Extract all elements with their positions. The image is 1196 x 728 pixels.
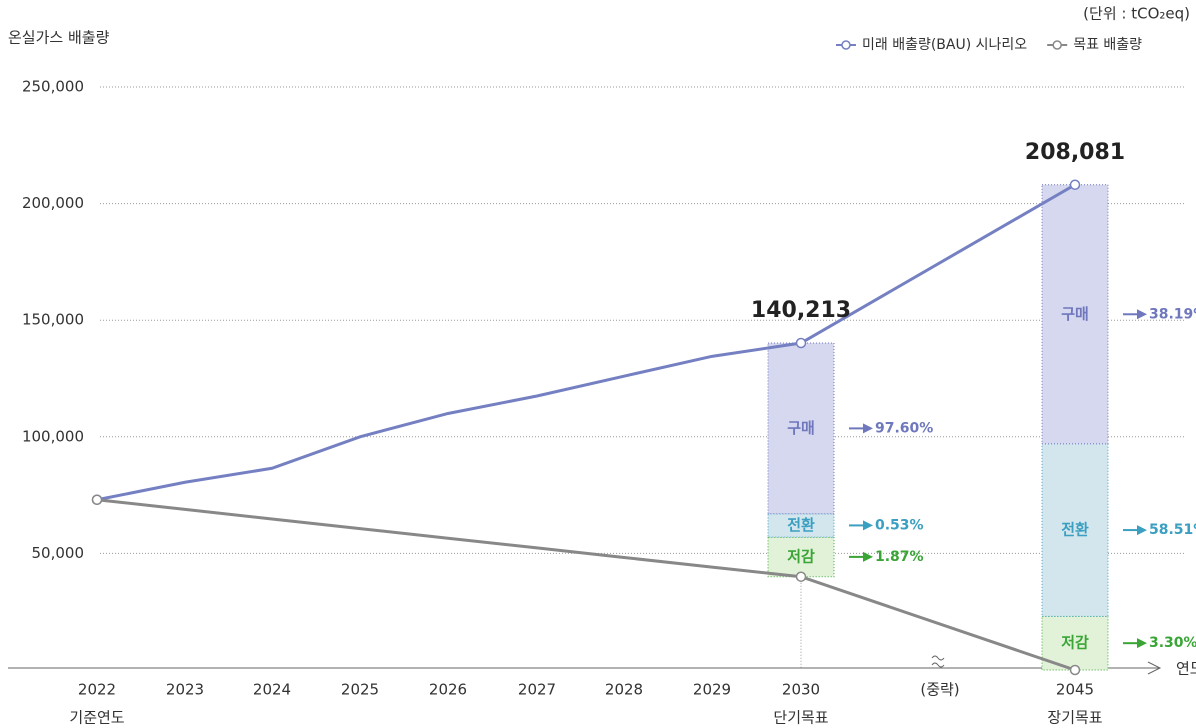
segment-share: 1.87%	[875, 549, 924, 565]
series-marker	[795, 337, 807, 349]
segment-arrowhead	[1137, 525, 1147, 536]
legend-label: 목표 배출량	[1073, 37, 1142, 53]
x-tick-label: 2028	[605, 681, 643, 699]
segment-name: 저감	[787, 547, 815, 565]
segment-share: 58.51%	[1149, 522, 1196, 538]
segment-arrowhead	[863, 551, 873, 562]
series-marker	[91, 494, 103, 506]
stack-segment	[767, 342, 835, 515]
stack-segment	[1041, 443, 1109, 617]
x-tick-label: 2045	[1056, 681, 1094, 699]
unit-note: (단위 : tCO₂eq)	[1083, 5, 1190, 23]
break-mark	[931, 655, 945, 668]
segment-name: 전환	[787, 516, 815, 534]
series-marker	[1069, 664, 1081, 676]
value-label: 140,213	[751, 298, 851, 323]
series-marker	[1069, 179, 1081, 191]
y-tick-label: 250,000	[22, 78, 84, 96]
series-line	[96, 498, 1076, 672]
series-marker	[795, 571, 807, 582]
y-tick-label: 50,000	[32, 544, 85, 562]
segment-arrowhead	[1137, 638, 1147, 649]
series-line	[96, 183, 1076, 502]
segment-arrowhead	[1137, 309, 1147, 320]
x-tick-label: 2030	[782, 681, 820, 699]
x-tick-label: 2022	[78, 681, 116, 699]
x-tick-label: 2027	[518, 681, 556, 699]
legend-label: 미래 배출량(BAU) 시나리오	[862, 37, 1027, 53]
segment-share: 97.60%	[875, 420, 933, 436]
y-axis-title: 온실가스 배출량	[8, 29, 110, 47]
x-tick-label: 2026	[429, 681, 467, 699]
segment-name: 구매	[787, 419, 815, 437]
segment-share: 38.19%	[1149, 306, 1196, 322]
x-tick-note: 단기목표	[773, 709, 828, 727]
segment-name: 구매	[1061, 305, 1089, 323]
segment-share: 0.53%	[875, 517, 924, 533]
legend-marker	[841, 40, 851, 50]
x-tick-label: 2025	[341, 681, 379, 699]
x-tick-label: (중략)	[920, 681, 959, 699]
segment-share: 3.30%	[1149, 635, 1196, 651]
x-axis-title: 연도	[1176, 660, 1196, 678]
y-tick-label: 200,000	[22, 194, 84, 212]
segment-arrowhead	[863, 423, 873, 434]
y-tick-label: 150,000	[22, 311, 84, 329]
x-tick-label: 2024	[253, 681, 291, 699]
value-label: 208,081	[1025, 140, 1125, 165]
x-tick-label: 2023	[166, 681, 204, 699]
x-tick-label: 2029	[693, 681, 731, 699]
legend-marker	[1052, 40, 1062, 50]
segment-arrowhead	[863, 520, 873, 531]
segment-name: 전환	[1061, 521, 1089, 539]
stack-segment	[767, 536, 835, 578]
y-tick-label: 100,000	[22, 427, 84, 445]
stack-segment	[1041, 184, 1109, 445]
x-tick-note: 장기목표	[1047, 709, 1102, 727]
x-tick-note: 기준연도	[69, 709, 124, 727]
segment-name: 저감	[1061, 634, 1089, 652]
